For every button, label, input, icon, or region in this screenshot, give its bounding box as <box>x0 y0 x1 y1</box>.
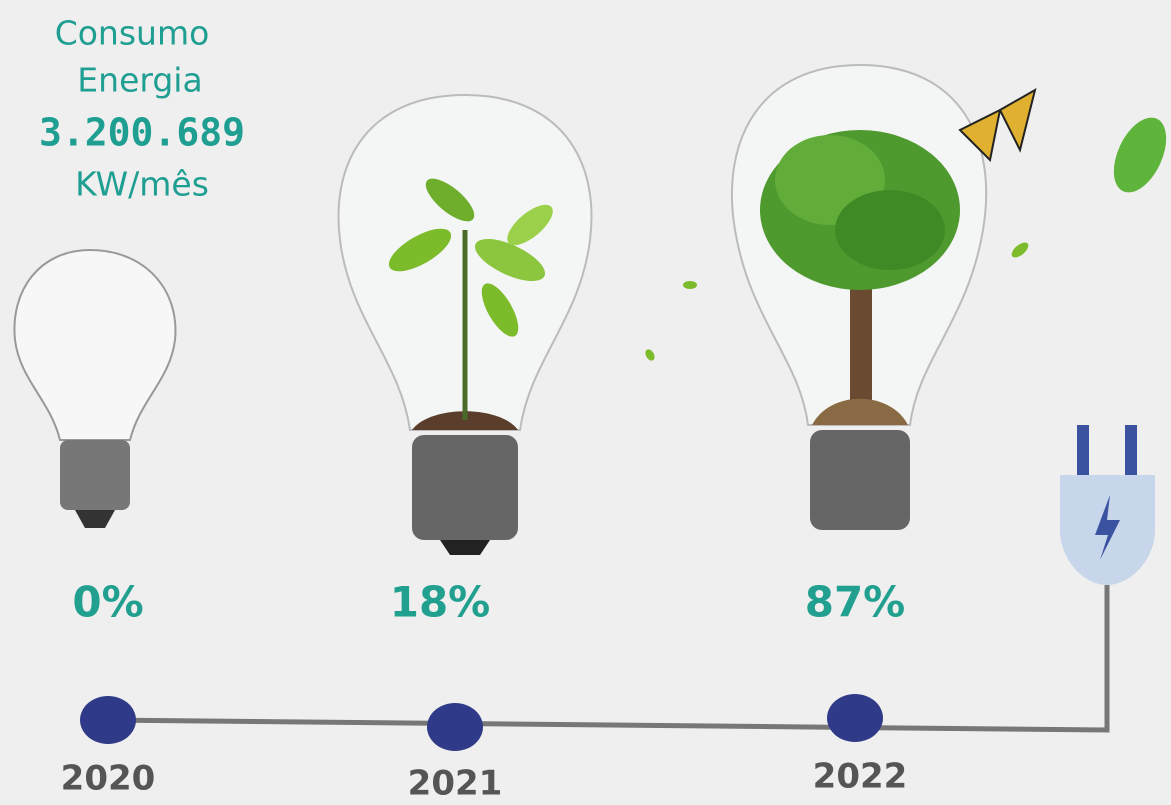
percent-label: 18% <box>390 578 491 627</box>
bulb-tree <box>645 63 1167 530</box>
milestone-dot <box>80 696 136 744</box>
year-label: 2020 <box>61 759 156 799</box>
year-label: 2021 <box>408 764 503 804</box>
header-value: 3.200.689 <box>39 111 245 155</box>
plug-icon <box>1060 425 1155 585</box>
year-label: 2022 <box>813 757 908 797</box>
milestone-dot <box>827 694 883 742</box>
bulb-empty <box>13 248 177 528</box>
percent-label: 0% <box>72 578 143 627</box>
header-line: Consumo <box>55 14 210 53</box>
milestone-dot <box>427 703 483 751</box>
header-unit: KW/mês <box>75 165 209 204</box>
header-line: Energia <box>77 61 202 100</box>
bulb-plant <box>337 93 593 555</box>
percent-label: 87% <box>805 578 906 627</box>
